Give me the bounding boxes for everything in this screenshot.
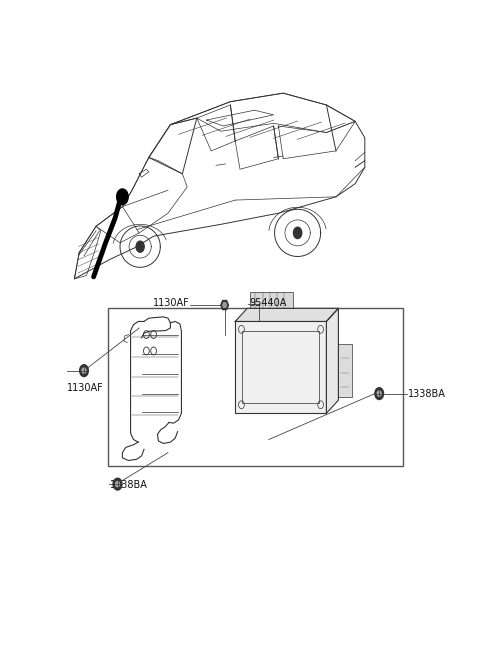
Circle shape bbox=[113, 478, 122, 490]
Text: 1130AF: 1130AF bbox=[153, 298, 190, 308]
Circle shape bbox=[136, 241, 144, 252]
Text: 1130AF: 1130AF bbox=[67, 383, 104, 394]
Text: 1338BA: 1338BA bbox=[408, 388, 446, 399]
Bar bbox=[108, 308, 403, 466]
Circle shape bbox=[293, 227, 302, 239]
Polygon shape bbox=[326, 308, 338, 413]
Text: 95440A: 95440A bbox=[250, 298, 287, 308]
Bar bbox=[235, 321, 326, 413]
Circle shape bbox=[82, 368, 86, 373]
Polygon shape bbox=[235, 308, 338, 321]
Circle shape bbox=[80, 365, 88, 377]
Circle shape bbox=[116, 482, 120, 487]
Bar bbox=[250, 292, 293, 308]
Circle shape bbox=[117, 189, 128, 205]
Text: 1338BA: 1338BA bbox=[110, 480, 148, 491]
Bar bbox=[338, 344, 352, 397]
Polygon shape bbox=[221, 300, 228, 310]
Bar bbox=[242, 331, 319, 403]
Polygon shape bbox=[223, 303, 227, 307]
Circle shape bbox=[377, 391, 381, 396]
Circle shape bbox=[375, 388, 384, 400]
